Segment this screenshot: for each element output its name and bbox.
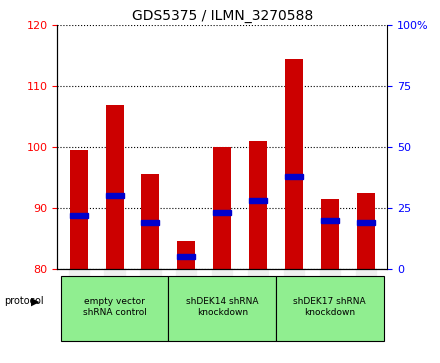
Title: GDS5375 / ILMN_3270588: GDS5375 / ILMN_3270588 — [132, 9, 313, 23]
Bar — [321, 218, 339, 223]
Bar — [142, 175, 159, 269]
Text: ▶: ▶ — [31, 296, 39, 306]
Text: protocol: protocol — [4, 296, 44, 306]
Bar — [177, 254, 195, 259]
Bar — [142, 220, 159, 225]
Bar — [70, 150, 88, 269]
FancyBboxPatch shape — [169, 276, 276, 341]
FancyBboxPatch shape — [276, 276, 384, 341]
Bar — [285, 174, 303, 179]
Text: empty vector
shRNA control: empty vector shRNA control — [83, 297, 147, 317]
Bar — [321, 199, 339, 269]
Bar — [249, 141, 267, 269]
Bar — [177, 241, 195, 269]
Bar — [106, 105, 124, 269]
Bar — [213, 211, 231, 215]
Bar — [213, 147, 231, 269]
Bar — [357, 193, 374, 269]
Bar — [285, 59, 303, 269]
Text: shDEK17 shRNA
knockdown: shDEK17 shRNA knockdown — [293, 297, 366, 317]
Bar — [106, 193, 124, 198]
FancyBboxPatch shape — [61, 276, 169, 341]
Bar — [357, 220, 374, 225]
Text: shDEK14 shRNA
knockdown: shDEK14 shRNA knockdown — [186, 297, 258, 317]
Bar — [249, 198, 267, 203]
Bar — [70, 213, 88, 218]
